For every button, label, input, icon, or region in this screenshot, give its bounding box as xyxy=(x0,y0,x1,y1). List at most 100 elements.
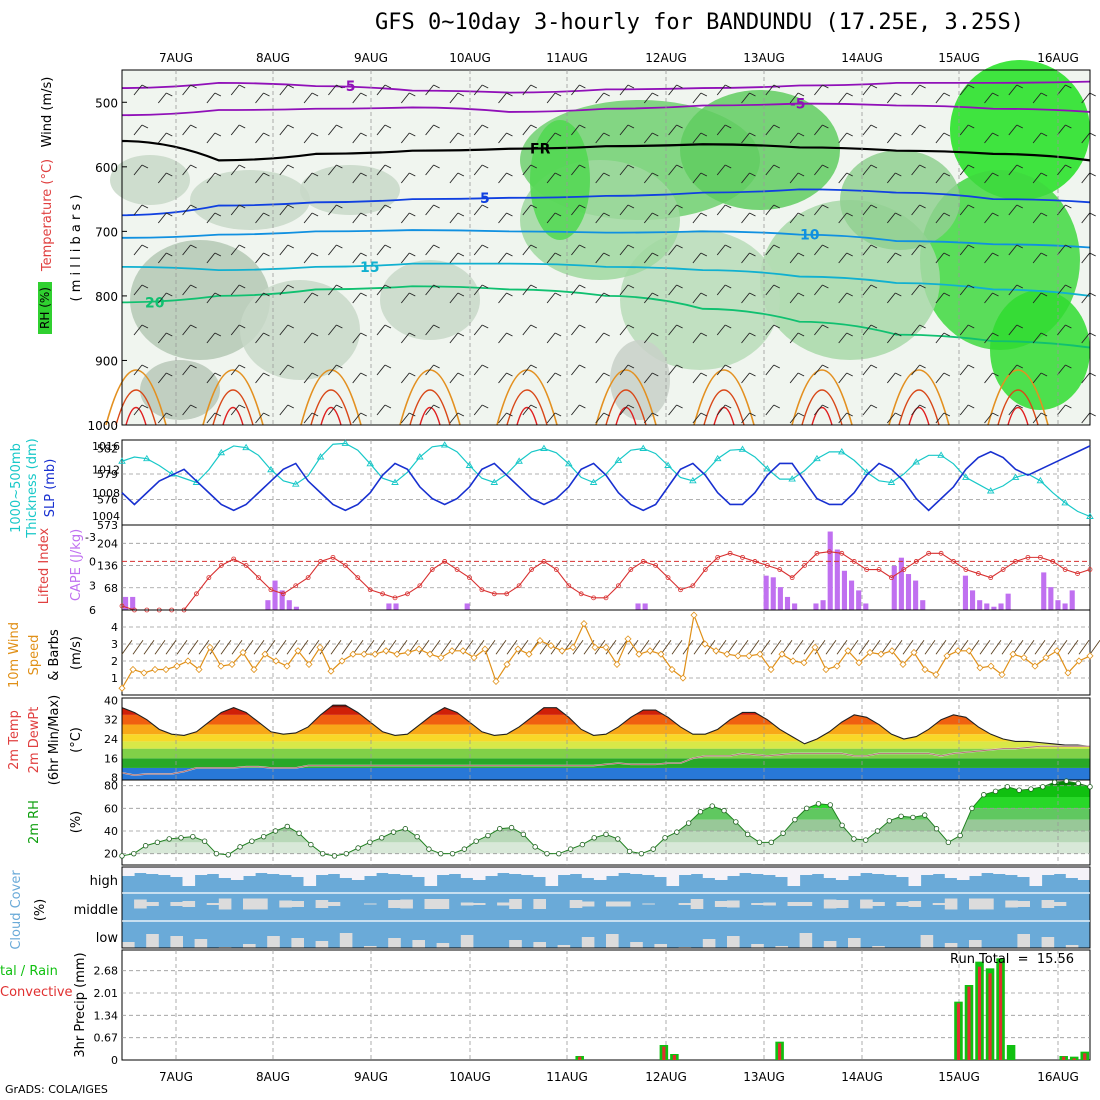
wind-barb xyxy=(911,364,920,376)
cloud-gap xyxy=(848,867,861,876)
wind-barb xyxy=(1057,204,1066,216)
wind-barb xyxy=(822,284,829,289)
wind-barb xyxy=(133,404,143,416)
date-label: 8AUG xyxy=(256,1070,290,1084)
wind-barb xyxy=(384,244,392,249)
cloud-gap xyxy=(908,901,922,907)
wind-barb xyxy=(230,404,240,416)
rh-point xyxy=(1028,786,1034,792)
wind-barb xyxy=(449,332,459,344)
wind-barb xyxy=(157,212,167,224)
li-point xyxy=(764,563,770,568)
cape-label: CAPE (J/kg) xyxy=(69,529,84,601)
wind-barb xyxy=(693,639,705,655)
rh-point xyxy=(567,846,574,852)
rh-point xyxy=(650,846,656,852)
li-point xyxy=(740,554,745,560)
wind-barb xyxy=(765,84,775,96)
wind-barb xyxy=(741,332,750,344)
cape-bar xyxy=(777,587,783,610)
wind-barb xyxy=(992,172,999,177)
wind-barb xyxy=(336,404,343,409)
cloud-gap xyxy=(255,867,268,873)
cloud-gap xyxy=(1077,867,1091,880)
cloud-gap xyxy=(727,867,740,876)
cloud-gap xyxy=(448,867,462,874)
wind-speed-point xyxy=(745,652,753,660)
thickness-point xyxy=(639,444,648,451)
wind-barb xyxy=(895,172,902,177)
wind-barb xyxy=(409,372,416,377)
wind-barb xyxy=(619,124,629,136)
wind-barb xyxy=(692,252,702,264)
isotherm-label: -5 xyxy=(340,79,356,95)
wind-barb xyxy=(506,639,518,655)
li-point xyxy=(913,559,919,564)
wind-barb xyxy=(1089,92,1096,97)
wind-barb xyxy=(255,92,264,104)
wind-barb xyxy=(166,132,173,137)
wind-barb xyxy=(814,244,823,256)
isotherm xyxy=(121,102,1091,117)
wind-barb xyxy=(990,639,1002,655)
wind-barb xyxy=(279,244,289,256)
wind-barb xyxy=(360,372,367,377)
rh-shading xyxy=(610,340,670,420)
rh-point xyxy=(237,844,243,850)
wind-barb xyxy=(425,324,434,336)
cape-bar xyxy=(834,549,840,610)
wind-barb xyxy=(959,124,969,136)
rh-point xyxy=(674,829,680,835)
wind-barb xyxy=(700,132,708,137)
wind-barb xyxy=(792,639,804,655)
wind-barb xyxy=(846,252,853,257)
temperature-label: Temperature (°C) xyxy=(40,159,55,272)
cloud-gap xyxy=(315,900,329,908)
wind-barb xyxy=(449,132,459,144)
wind-speed-point xyxy=(206,643,214,651)
wind-barb xyxy=(571,204,580,216)
thickness-tick: 579 xyxy=(97,468,118,481)
cloud-gap xyxy=(884,867,897,875)
wind-barb xyxy=(862,204,872,216)
wind-barb xyxy=(741,92,750,104)
wind-barb xyxy=(773,244,781,249)
cloud-gap xyxy=(1041,900,1055,908)
rh-point xyxy=(367,839,373,846)
wind-barb xyxy=(121,639,133,655)
wind-speed-point xyxy=(668,665,676,674)
wind-barb xyxy=(668,124,677,136)
wind-barb xyxy=(141,324,149,329)
precip-conv-bar xyxy=(967,986,971,1060)
wind-barb xyxy=(886,92,896,104)
wind-barb xyxy=(1008,404,1018,416)
wind-barb xyxy=(797,252,805,257)
cape-bar xyxy=(1062,603,1068,610)
wind-barb xyxy=(1089,372,1096,377)
precip-conv-label: Convective xyxy=(0,985,73,1000)
wind-speed-point xyxy=(294,647,302,655)
wind-barb xyxy=(724,124,732,129)
wind-barb xyxy=(627,204,635,209)
wind-barb xyxy=(214,252,222,257)
wind-barb xyxy=(457,132,465,137)
cape-bar xyxy=(827,531,833,610)
rh-point xyxy=(945,839,952,846)
wind-barb xyxy=(579,164,586,169)
wind-barb xyxy=(619,284,629,296)
wind-barb xyxy=(943,412,951,417)
wind-barb xyxy=(530,204,538,209)
thickness-point xyxy=(291,480,300,487)
wind-barb xyxy=(749,292,756,297)
wind-barb xyxy=(425,164,434,176)
wind-barb xyxy=(911,164,920,176)
wind-barb xyxy=(384,204,392,209)
wind-barb xyxy=(409,332,416,337)
wind-barb xyxy=(206,412,216,424)
rh-point xyxy=(756,839,763,846)
wind-barb xyxy=(716,364,726,376)
date-label: 9AUG xyxy=(354,1070,388,1084)
cloud-gap xyxy=(799,933,813,948)
wind-speed-point xyxy=(492,677,500,685)
wind-speed-point xyxy=(1031,662,1039,670)
